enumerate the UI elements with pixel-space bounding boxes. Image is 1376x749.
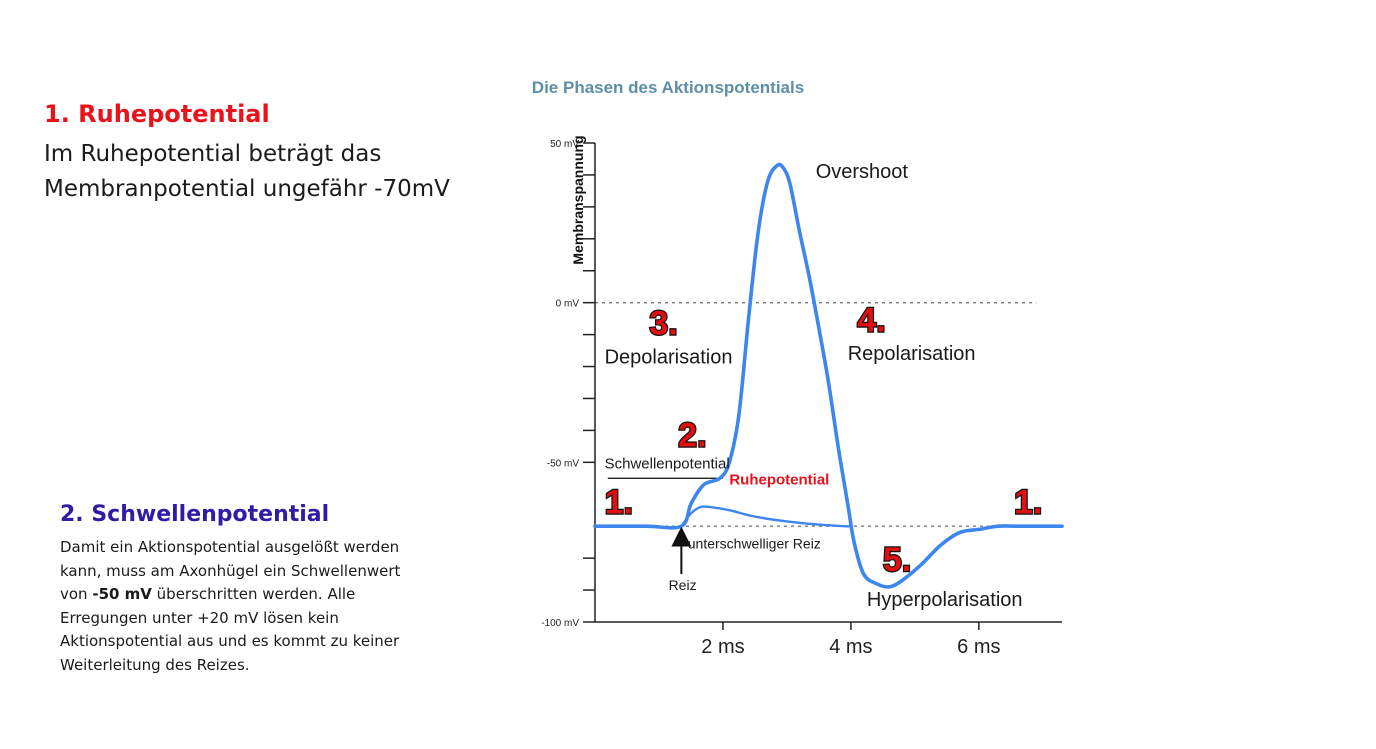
curve-subthreshold bbox=[680, 505, 853, 528]
section2-text-after: überschritten werden. Alle Erregungen un… bbox=[60, 585, 400, 674]
y-tick-label: 0 mV bbox=[556, 299, 580, 310]
y-tick-label: -100 mV bbox=[541, 618, 579, 629]
annotation-label: Hyperpolarisation bbox=[867, 589, 1023, 611]
x-tick-label: 2 ms bbox=[701, 636, 744, 658]
x-tick-label: 6 ms bbox=[957, 636, 1000, 658]
chart-title: Die Phasen des Aktionspotentials bbox=[532, 78, 804, 97]
axes: 50 mV 0 mV -50 mV -100 mV 2 ms 4 ms 6 ms bbox=[541, 139, 1062, 658]
x-tick-label: 4 ms bbox=[829, 636, 872, 658]
annotation-label: Depolarisation bbox=[605, 346, 733, 368]
annotation-label: Overshoot bbox=[816, 161, 909, 183]
y-axis-label: Membranspannung bbox=[570, 135, 586, 264]
section2-text-bold: -50 mV bbox=[92, 585, 152, 603]
section2-title: 2. Schwellenpotential bbox=[60, 502, 330, 527]
phase-number: 1. bbox=[605, 483, 633, 521]
phase-number: 1. bbox=[1014, 483, 1042, 521]
annotation-label: Reiz bbox=[669, 577, 697, 593]
y-tick-label: 50 mV bbox=[550, 139, 579, 150]
y-tick-label: -50 mV bbox=[547, 458, 580, 469]
annotation-label: Schwellenpotential bbox=[605, 456, 730, 473]
phase-number: 2. bbox=[678, 416, 706, 454]
section2-text: Damit ein Aktionspotential ausgelößt wer… bbox=[60, 536, 432, 677]
section2-text-before: Damit ein Aktionspotential ausgelößt wer… bbox=[60, 538, 401, 603]
annotations: Overshoot Depolarisation Repolarisation Sch… bbox=[603, 161, 1043, 611]
phase-number: 4. bbox=[857, 301, 885, 339]
section1-title: 1. Ruhepotential bbox=[44, 100, 270, 128]
curve-action-potential bbox=[593, 162, 1064, 589]
phase-number: 3. bbox=[649, 305, 677, 343]
annotation-label: Ruhepotential bbox=[729, 472, 829, 489]
annotation-label: Repolarisation bbox=[848, 343, 976, 365]
phase-number: 5. bbox=[883, 541, 911, 579]
annotation-label: unterschwelliger Reiz bbox=[688, 536, 821, 552]
section1-text: Im Ruhepotential beträgt das Membranpote… bbox=[44, 141, 450, 202]
curves bbox=[593, 162, 1064, 589]
